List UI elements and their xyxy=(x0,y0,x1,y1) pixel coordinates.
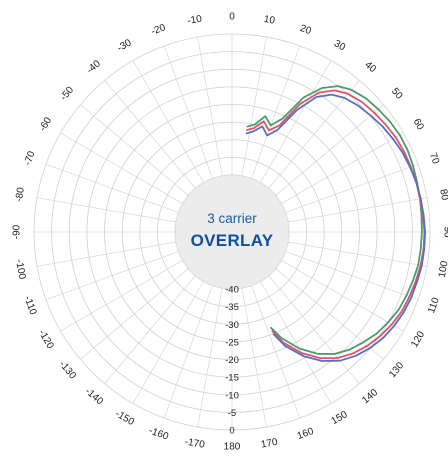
angle-tick-label: 50 xyxy=(389,86,405,102)
angle-tick-label: -150 xyxy=(113,408,136,428)
radial-tick-label: -15 xyxy=(225,373,239,384)
angle-tick-label: 70 xyxy=(427,151,441,166)
radial-tick-label: -25 xyxy=(225,337,239,348)
angle-tick-label: -20 xyxy=(150,22,168,37)
grid-spoke xyxy=(288,241,428,267)
angle-tick-label: 130 xyxy=(387,360,406,380)
angle-tick-label: -10 xyxy=(187,14,204,27)
grid-spoke xyxy=(251,45,301,179)
radial-tick-label: -40 xyxy=(225,285,239,296)
grid-spoke xyxy=(163,285,213,419)
angle-tick-label: -70 xyxy=(22,149,37,167)
grid-spoke xyxy=(60,132,183,204)
grid-spoke xyxy=(241,288,267,428)
angle-tick-label: 30 xyxy=(332,38,348,53)
angle-tick-label: -80 xyxy=(14,186,27,203)
center-label-line2: OVERLAY xyxy=(191,231,274,250)
grid-spoke xyxy=(288,197,428,223)
angle-tick-label: -130 xyxy=(57,359,79,382)
grid-spoke xyxy=(251,285,301,419)
radial-tick-label: -35 xyxy=(225,302,239,313)
grid-spoke xyxy=(268,275,360,384)
grid-spoke xyxy=(60,260,183,332)
grid-spoke xyxy=(45,251,179,301)
series-line-blue xyxy=(245,93,426,362)
radial-tick-label: -10 xyxy=(225,390,239,401)
angle-tick-label: 160 xyxy=(296,426,316,442)
angle-tick-label: -110 xyxy=(22,295,39,317)
angle-tick-label: 150 xyxy=(330,409,350,427)
angle-tick-label: 170 xyxy=(260,437,279,451)
grid-spoke xyxy=(80,268,189,360)
angle-tick-label: 60 xyxy=(411,117,426,133)
grid-spoke xyxy=(36,197,176,223)
center-label-line1: 3 carrier xyxy=(207,211,257,226)
angle-tick-label: 180 xyxy=(224,442,241,453)
grid-spoke xyxy=(260,281,332,404)
grid-spoke xyxy=(45,163,179,213)
grid-spoke xyxy=(104,80,196,189)
angle-tick-label: 40 xyxy=(362,60,378,76)
grid-spokes xyxy=(34,34,430,430)
grid-spoke xyxy=(197,36,223,176)
angle-tick-label: 120 xyxy=(409,329,427,349)
grid-spoke xyxy=(285,163,419,213)
angle-tick-label: -100 xyxy=(13,258,27,280)
angle-tick-label: 20 xyxy=(298,23,313,37)
radial-tick-label: -30 xyxy=(225,320,239,331)
angle-tick-label: 100 xyxy=(437,260,448,279)
grid-spoke xyxy=(260,60,332,183)
angle-tick-label: 0 xyxy=(229,12,235,23)
radial-tick-label: -5 xyxy=(228,408,236,419)
radial-tick-label: -20 xyxy=(225,355,239,366)
grid-spoke xyxy=(104,275,196,384)
angle-tick-label: -30 xyxy=(115,37,133,54)
grid-spoke xyxy=(36,241,176,267)
angle-tick-label: -40 xyxy=(85,58,103,76)
grid-spoke xyxy=(281,132,404,204)
center-disc xyxy=(174,174,290,290)
grid-spoke xyxy=(281,260,404,332)
grid-spoke xyxy=(241,36,267,176)
series-layer xyxy=(245,85,426,362)
angle-tick-label: -50 xyxy=(58,84,76,102)
radial-tick-labels: -40 -35 -30 -25 -20 -15 -10 -5 0 xyxy=(225,285,239,437)
angle-tick-label: -120 xyxy=(36,328,56,351)
angle-tick-label: -90 xyxy=(12,224,23,239)
angle-tick-label: 10 xyxy=(263,14,276,27)
grid-spoke xyxy=(163,45,213,179)
grid-spoke xyxy=(197,288,223,428)
angle-tick-label: 80 xyxy=(437,188,448,201)
angle-tick-label: -60 xyxy=(37,115,54,133)
angle-tick-label: 110 xyxy=(426,296,442,315)
grid-spoke xyxy=(275,104,384,196)
grid-spoke xyxy=(80,104,189,196)
angle-tick-label: 140 xyxy=(360,387,380,406)
angle-tick-label: -160 xyxy=(147,425,170,442)
angle-tick-label: -140 xyxy=(83,386,106,408)
grid-spoke xyxy=(275,268,384,360)
grid-spoke xyxy=(132,281,204,404)
angle-tick-label: -170 xyxy=(184,437,206,451)
grid-spoke xyxy=(132,60,204,183)
radial-tick-label: 0 xyxy=(229,426,234,437)
angle-tick-label: 90 xyxy=(442,226,448,238)
grid-spoke xyxy=(285,251,419,301)
